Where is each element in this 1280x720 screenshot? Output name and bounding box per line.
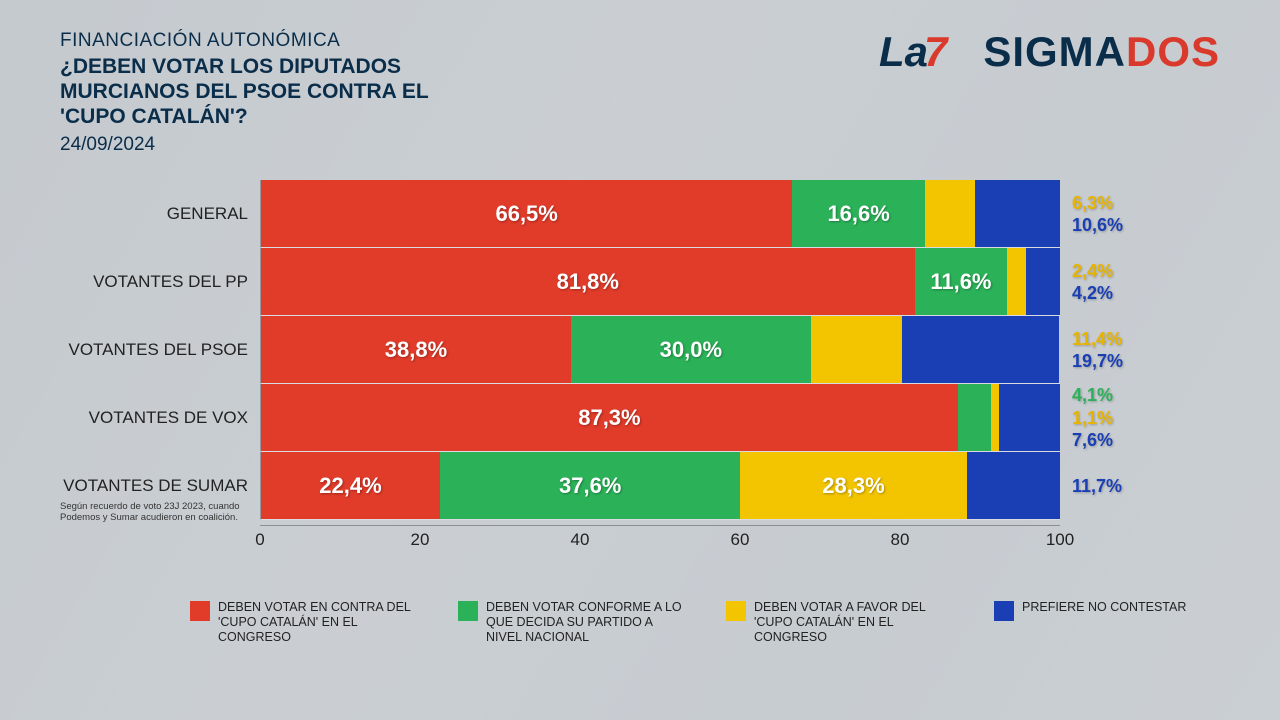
legend-swatch — [726, 601, 746, 621]
side-label: 2,4% — [1072, 260, 1160, 283]
bar-segment: 16,6% — [792, 180, 925, 247]
bar-track: 87,3% — [260, 384, 1060, 452]
side-labels: 11,7% — [1060, 475, 1160, 498]
bar-segment: 81,8% — [261, 248, 915, 315]
bar-row: VOTANTES DE VOX87,3% 4,1%1,1%7,6% — [60, 384, 1220, 452]
bar-segment — [811, 316, 902, 383]
legend: DEBEN VOTAR EN CONTRA DEL 'CUPO CATALÁN'… — [190, 600, 1190, 645]
row-label: VOTANTES DEL PSOE — [60, 341, 260, 360]
side-labels: 2,4%4,2% — [1060, 260, 1160, 305]
chart-header: FINANCIACIÓN AUTONÓMICA ¿DEBEN VOTAR LOS… — [60, 30, 480, 156]
bar-segment: 87,3% — [261, 384, 958, 451]
bar-segment — [902, 316, 1059, 383]
bar-row: VOTANTES DEL PSOE38,8%30,0%11,4%19,7% — [60, 316, 1220, 384]
side-label: 19,7% — [1072, 350, 1160, 373]
bar-segment — [991, 384, 1000, 451]
bar-segment — [925, 180, 975, 247]
side-labels: 11,4%19,7% — [1060, 328, 1160, 373]
side-label: 4,2% — [1072, 282, 1160, 305]
bar-segment: 28,3% — [740, 452, 966, 519]
x-axis: 020406080100 — [260, 525, 1060, 555]
bar-track: 81,8%11,6% — [260, 248, 1060, 316]
side-label: 1,1% — [1072, 407, 1160, 430]
legend-item: DEBEN VOTAR EN CONTRA DEL 'CUPO CATALÁN'… — [190, 600, 418, 645]
bar-segment: 66,5% — [261, 180, 792, 247]
bar-row: VOTANTES DEL PP81,8%11,6%2,4%4,2% — [60, 248, 1220, 316]
side-label: 10,6% — [1072, 214, 1160, 237]
row-label: VOTANTES DE SUMAR — [60, 477, 260, 496]
bar-segment — [967, 452, 1060, 519]
legend-item: DEBEN VOTAR CONFORME A LO QUE DECIDA SU … — [458, 600, 686, 645]
side-label: 11,4% — [1072, 328, 1160, 351]
axis-tick: 100 — [1046, 530, 1074, 550]
legend-text: DEBEN VOTAR EN CONTRA DEL 'CUPO CATALÁN'… — [218, 600, 418, 645]
bar-track: 38,8%30,0% — [260, 316, 1060, 384]
bar-segment: 38,8% — [261, 316, 571, 383]
bar-segment — [958, 384, 991, 451]
side-label: 6,3% — [1072, 192, 1160, 215]
logos: La7 SIGMADOS — [879, 28, 1220, 76]
bar-track: 22,4%37,6%28,3% — [260, 452, 1060, 520]
legend-text: DEBEN VOTAR CONFORME A LO QUE DECIDA SU … — [486, 600, 686, 645]
side-labels: 4,1%1,1%7,6% — [1060, 384, 1160, 452]
side-label: 11,7% — [1072, 475, 1160, 498]
bar-segment: 11,6% — [915, 248, 1008, 315]
legend-item: PREFIERE NO CONTESTAR — [994, 600, 1186, 645]
chart-area: GENERAL66,5%16,6%6,3%10,6%VOTANTES DEL P… — [60, 180, 1220, 630]
legend-item: DEBEN VOTAR A FAVOR DEL 'CUPO CATALÁN' E… — [726, 600, 954, 645]
bar-row: VOTANTES DE SUMARSegún recuerdo de voto … — [60, 452, 1220, 520]
legend-text: DEBEN VOTAR A FAVOR DEL 'CUPO CATALÁN' E… — [754, 600, 954, 645]
bar-segment — [975, 180, 1060, 247]
bar-segment — [999, 384, 1060, 451]
axis-tick: 0 — [255, 530, 264, 550]
row-note: Según recuerdo de voto 23J 2023, cuando … — [60, 502, 260, 524]
chart-subtitle: FINANCIACIÓN AUTONÓMICA — [60, 30, 480, 52]
side-label: 4,1% — [1072, 384, 1160, 407]
row-label: GENERAL — [60, 205, 260, 224]
la7-logo: La7 — [879, 28, 947, 76]
bar-segment — [1026, 248, 1060, 315]
row-label: VOTANTES DEL PP — [60, 273, 260, 292]
bar-segment: 37,6% — [440, 452, 740, 519]
axis-tick: 80 — [891, 530, 910, 550]
chart-title: ¿DEBEN VOTAR LOS DIPUTADOS MURCIANOS DEL… — [60, 54, 480, 130]
side-labels: 6,3%10,6% — [1060, 192, 1160, 237]
row-label: VOTANTES DE VOX — [60, 409, 260, 428]
legend-swatch — [994, 601, 1014, 621]
axis-tick: 60 — [731, 530, 750, 550]
chart-date: 24/09/2024 — [60, 134, 480, 156]
bar-row: GENERAL66,5%16,6%6,3%10,6% — [60, 180, 1220, 248]
bar-segment: 30,0% — [571, 316, 811, 383]
bar-track: 66,5%16,6% — [260, 180, 1060, 248]
sigmados-logo: SIGMADOS — [983, 28, 1220, 76]
legend-swatch — [458, 601, 478, 621]
side-label: 7,6% — [1072, 429, 1160, 452]
legend-text: PREFIERE NO CONTESTAR — [1022, 600, 1186, 615]
legend-swatch — [190, 601, 210, 621]
bar-segment — [1007, 248, 1026, 315]
bar-segment: 22,4% — [261, 452, 440, 519]
axis-tick: 40 — [571, 530, 590, 550]
axis-tick: 20 — [411, 530, 430, 550]
